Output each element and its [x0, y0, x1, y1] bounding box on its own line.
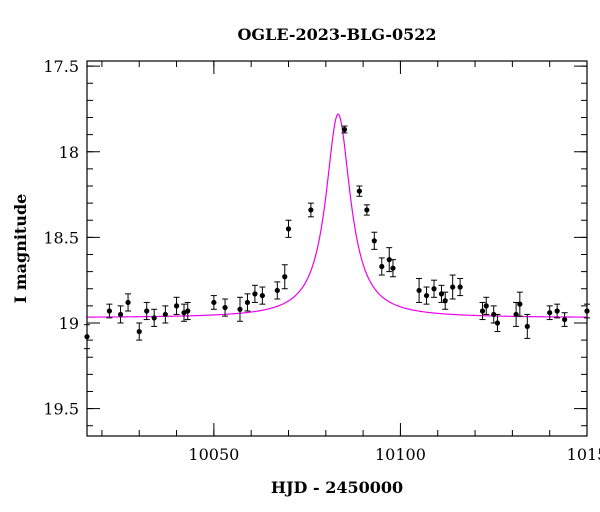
data-marker	[136, 328, 142, 335]
data-point	[554, 303, 561, 319]
data-point	[210, 295, 217, 310]
x-tick-label: 10050	[188, 445, 239, 464]
data-point	[244, 293, 251, 312]
data-point	[236, 296, 243, 322]
data-point	[341, 125, 348, 134]
data-marker	[491, 311, 497, 318]
data-point	[151, 308, 158, 327]
data-marker	[341, 126, 348, 133]
data-point	[494, 313, 501, 333]
data-point	[106, 303, 113, 319]
data-marker	[356, 188, 362, 194]
data-point	[561, 312, 568, 327]
data-marker	[222, 304, 228, 311]
data-point	[307, 202, 314, 218]
data-marker	[547, 310, 553, 316]
y-tick-label: 17.5	[43, 57, 79, 76]
data-point	[356, 185, 363, 197]
data-marker	[423, 292, 430, 299]
data-point	[423, 286, 430, 305]
data-marker	[162, 311, 168, 318]
data-marker	[431, 286, 437, 292]
x-tick-label: 10100	[375, 445, 426, 464]
data-marker	[282, 274, 288, 280]
data-point	[125, 293, 132, 312]
data-marker	[274, 287, 280, 294]
y-tick-label: 19.5	[43, 400, 79, 419]
data-point	[378, 257, 385, 276]
y-axis-label: I magnitude	[11, 194, 30, 304]
data-point	[483, 296, 490, 315]
data-marker	[117, 311, 124, 318]
data-marker	[457, 284, 463, 290]
x-axis-label: HJD - 2450000	[271, 478, 403, 497]
data-point	[285, 219, 292, 238]
data-marker	[259, 292, 265, 299]
data-marker	[442, 298, 448, 304]
data-marker	[562, 316, 568, 323]
y-tick-label: 18	[59, 143, 79, 162]
data-point	[431, 279, 438, 298]
data-point	[281, 264, 288, 290]
data-marker	[479, 308, 486, 314]
data-marker	[308, 207, 314, 213]
data-marker	[416, 287, 422, 294]
data-point	[524, 313, 531, 339]
data-points	[84, 125, 590, 350]
data-marker	[483, 303, 489, 309]
axis-ticks	[87, 61, 588, 436]
data-point	[442, 291, 449, 310]
data-point	[274, 281, 281, 300]
y-tick-label: 18.5	[43, 228, 79, 247]
data-marker	[211, 299, 217, 306]
data-marker	[554, 308, 560, 314]
data-marker	[252, 291, 258, 297]
data-point	[143, 301, 150, 321]
y-tick-label: 19	[59, 314, 79, 333]
data-marker	[450, 284, 456, 290]
data-marker	[517, 301, 523, 307]
data-marker	[524, 323, 530, 330]
data-marker	[285, 226, 292, 232]
data-marker	[364, 207, 370, 213]
plot-frame	[86, 60, 588, 437]
data-point	[136, 322, 143, 341]
data-point	[371, 231, 378, 250]
data-marker	[494, 320, 501, 326]
data-point	[516, 291, 523, 317]
chart-title: OGLE-2023-BLG-0522	[237, 25, 436, 44]
tick-labels: 10050 10100 1015 17.5 18 18.5 19 19.5	[43, 57, 600, 464]
data-point	[386, 247, 393, 273]
data-marker	[371, 238, 377, 244]
data-point	[117, 305, 124, 324]
data-marker	[151, 315, 157, 321]
data-marker	[185, 308, 191, 314]
data-marker	[390, 265, 396, 271]
data-point	[416, 277, 423, 303]
data-point	[479, 301, 486, 321]
data-marker	[106, 308, 112, 314]
data-point	[389, 259, 396, 278]
data-point	[457, 277, 464, 297]
data-point	[546, 305, 553, 321]
data-point	[173, 296, 180, 315]
data-point	[162, 305, 169, 324]
data-point	[184, 301, 191, 321]
data-marker	[386, 257, 392, 263]
data-point	[181, 303, 188, 322]
x-tick-label: 1015	[567, 445, 600, 464]
data-marker	[173, 303, 180, 309]
model-curve	[87, 113, 588, 318]
data-marker	[379, 263, 385, 270]
data-marker	[144, 308, 150, 314]
data-point	[251, 284, 258, 303]
data-point	[449, 274, 456, 300]
data-marker	[125, 299, 131, 306]
data-marker	[244, 299, 251, 306]
data-point	[363, 204, 370, 216]
data-marker	[237, 306, 243, 312]
data-point	[222, 298, 229, 317]
data-point	[259, 286, 266, 305]
